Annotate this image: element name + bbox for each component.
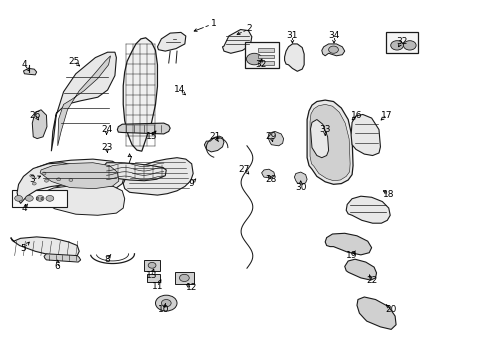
Polygon shape [23, 68, 37, 75]
Text: 9: 9 [188, 179, 194, 188]
Circle shape [46, 195, 54, 201]
Text: 12: 12 [185, 284, 197, 292]
Text: 19: 19 [346, 251, 357, 260]
Bar [258, 55, 273, 58]
Polygon shape [44, 254, 81, 262]
Circle shape [179, 274, 189, 282]
Text: 4: 4 [21, 60, 27, 69]
Polygon shape [321, 44, 344, 56]
Text: 10: 10 [158, 305, 169, 314]
Polygon shape [40, 185, 124, 215]
Text: ø ø: ø ø [36, 196, 43, 201]
Text: 28: 28 [265, 175, 277, 184]
Polygon shape [350, 114, 380, 156]
Polygon shape [346, 196, 389, 223]
Circle shape [42, 172, 46, 175]
Polygon shape [102, 163, 166, 181]
Bar [146, 274, 160, 282]
Text: 4: 4 [21, 204, 27, 213]
Polygon shape [306, 100, 352, 184]
Text: 17: 17 [380, 111, 391, 120]
Polygon shape [310, 120, 328, 158]
Text: 27: 27 [238, 165, 250, 174]
Circle shape [390, 41, 403, 50]
Bar [175, 272, 193, 284]
Polygon shape [309, 104, 349, 181]
Text: 8: 8 [104, 255, 110, 264]
Bar [245, 42, 278, 68]
Circle shape [148, 262, 156, 268]
Circle shape [403, 41, 415, 50]
Text: 30: 30 [294, 183, 306, 192]
Polygon shape [117, 123, 170, 134]
Polygon shape [294, 172, 306, 184]
Polygon shape [325, 233, 371, 255]
Circle shape [30, 174, 34, 177]
Text: 25: 25 [68, 57, 80, 66]
Text: 20: 20 [385, 305, 396, 314]
Text: 18: 18 [382, 190, 394, 199]
Polygon shape [267, 131, 283, 146]
Circle shape [328, 46, 338, 53]
Text: 11: 11 [151, 282, 163, 291]
Text: 33: 33 [319, 125, 330, 134]
Text: 22: 22 [365, 276, 377, 285]
Circle shape [155, 295, 177, 311]
Polygon shape [204, 136, 224, 152]
Polygon shape [222, 30, 251, 53]
Polygon shape [157, 32, 185, 51]
Circle shape [57, 178, 61, 181]
Polygon shape [40, 163, 119, 189]
Circle shape [36, 195, 44, 201]
Circle shape [44, 179, 48, 182]
Text: 32: 32 [254, 60, 266, 69]
Circle shape [161, 300, 171, 307]
Polygon shape [261, 169, 274, 178]
Polygon shape [11, 237, 79, 257]
Polygon shape [356, 297, 395, 329]
Text: 26: 26 [29, 111, 41, 120]
Text: 24: 24 [101, 125, 112, 134]
Text: 21: 21 [209, 132, 221, 141]
Polygon shape [17, 163, 87, 203]
Polygon shape [123, 158, 193, 195]
Text: 5: 5 [20, 244, 26, 253]
Text: 6: 6 [55, 262, 61, 271]
Text: 1: 1 [211, 19, 217, 28]
Text: 16: 16 [350, 111, 362, 120]
Bar [12, 190, 67, 207]
Circle shape [25, 195, 33, 201]
Circle shape [246, 53, 262, 65]
Polygon shape [284, 44, 304, 71]
Text: 23: 23 [101, 143, 112, 152]
Text: 32: 32 [395, 37, 407, 46]
Text: 34: 34 [327, 31, 339, 40]
Text: 3: 3 [29, 175, 35, 184]
Bar [386, 32, 417, 53]
Circle shape [15, 195, 22, 201]
Circle shape [32, 182, 36, 185]
Text: 29: 29 [265, 132, 277, 141]
Circle shape [69, 179, 73, 181]
Text: 2: 2 [246, 24, 252, 33]
Polygon shape [35, 159, 124, 192]
Text: 15: 15 [145, 132, 157, 141]
Polygon shape [51, 52, 116, 151]
Polygon shape [32, 110, 47, 139]
Polygon shape [58, 56, 110, 146]
Polygon shape [344, 259, 376, 280]
Text: 31: 31 [286, 31, 298, 40]
Bar [258, 48, 273, 52]
Text: 14: 14 [174, 85, 185, 94]
Polygon shape [123, 38, 157, 151]
Bar [144, 260, 160, 271]
Bar [258, 61, 273, 65]
Text: 7: 7 [126, 156, 132, 165]
Text: 13: 13 [145, 271, 157, 280]
